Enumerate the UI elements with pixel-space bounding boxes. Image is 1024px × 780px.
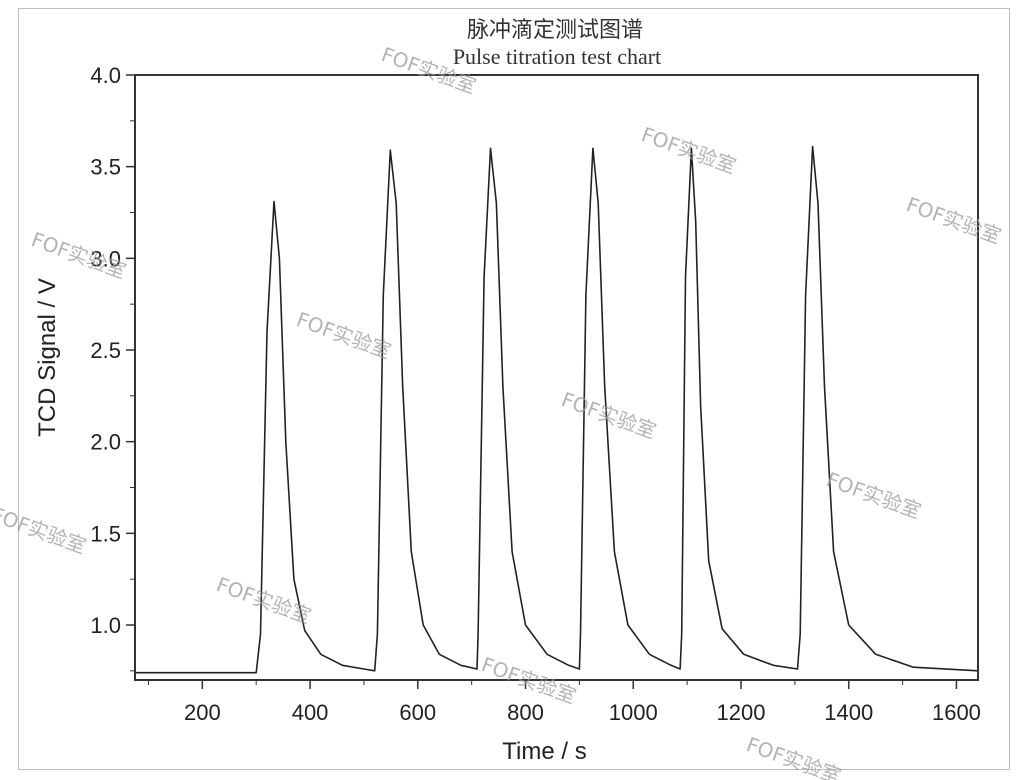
watermark-text: FOF实验室 [0,502,89,558]
watermark-text: FOF实验室 [823,467,924,523]
watermark-text: FOF实验室 [293,307,394,363]
x-tick-label: 1000 [609,700,658,725]
x-tick-label: 1200 [717,700,766,725]
chart-title: 脉冲滴定测试图谱 [466,18,643,43]
x-axis-label: Time / s [502,738,586,765]
x-tick-label: 1400 [824,700,873,725]
watermark-text: FOF实验室 [743,732,844,780]
watermark-text: FOF实验室 [903,192,1004,248]
x-tick-label: 200 [184,700,221,725]
y-tick-label: 4.0 [90,63,121,88]
watermark-text: FOF实验室 [558,387,659,443]
y-axis-label: TCD Signal / V [34,278,61,437]
x-tick-label: 600 [399,700,436,725]
watermark-text: FOF实验室 [213,572,314,628]
y-tick-label: 1.5 [90,521,121,546]
watermark-text: FOF实验室 [638,122,739,178]
x-tick-label: 400 [292,700,329,725]
watermark-text: FOF实验室 [378,42,479,98]
y-tick-label: 3.5 [90,155,121,180]
watermark-text: FOF实验室 [28,227,129,283]
plot-frame [134,74,979,681]
y-tick-label: 2.5 [90,338,121,363]
x-tick-label: 1600 [932,700,981,725]
y-tick-label: 3.0 [90,246,121,271]
chart-subtitle: Pulse titration test chart [452,44,662,69]
series-line [135,145,979,674]
x-tick-label: 800 [507,700,544,725]
y-tick-label: 1.0 [90,613,121,638]
figure-border [18,8,1010,770]
y-tick-label: 2.0 [90,430,121,455]
